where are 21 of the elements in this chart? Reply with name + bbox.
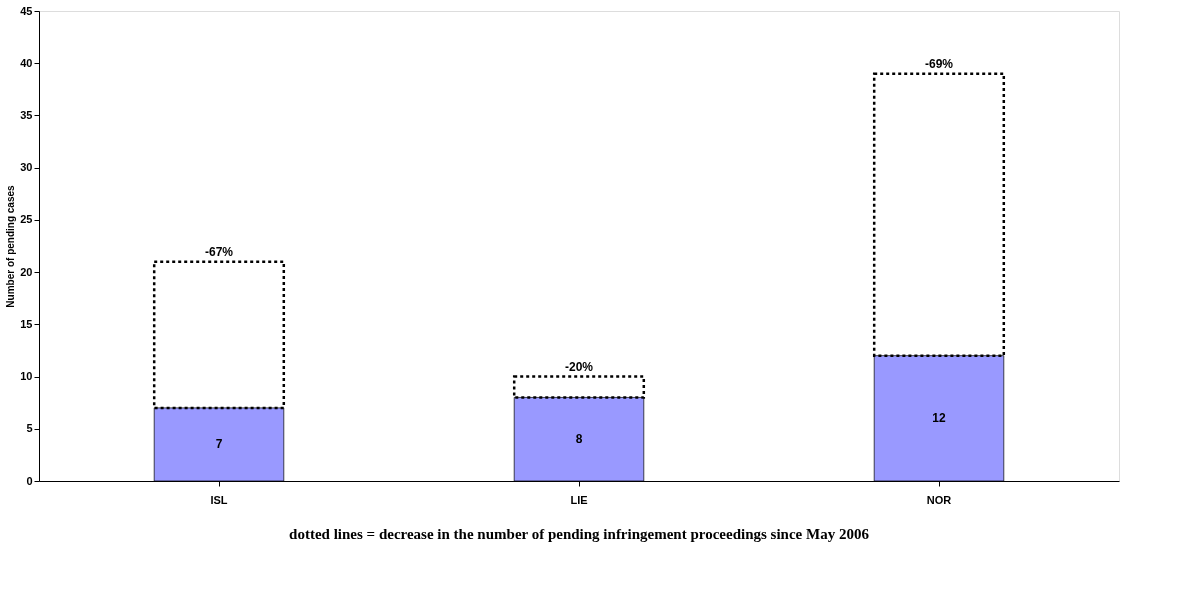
text: dotted lines = decrease in the number of pending infringement proceedings since May 2006 <box>289 526 870 542</box>
y-tick-label: 20 <box>20 265 33 278</box>
annotation: -20% <box>564 359 594 374</box>
y-tick-label: 10 <box>20 370 33 383</box>
x-tick-label: NOR <box>926 493 952 506</box>
annotation: -69% <box>924 56 954 71</box>
x-tick-label: ISL <box>210 493 228 506</box>
y-tick-label: 45 <box>20 4 33 17</box>
annotation: -67% <box>204 244 234 259</box>
y-tick-label: 25 <box>20 213 33 226</box>
y-tick-label: 40 <box>20 56 33 69</box>
data-label: 12 <box>932 411 946 426</box>
y-tick-label: 0 <box>26 474 33 487</box>
y-tick-label: 35 <box>20 108 33 121</box>
x-tick-label: LIE <box>570 493 588 506</box>
y-tick-label: 15 <box>20 317 33 330</box>
y-axis-title: Number of pending cases <box>5 184 17 308</box>
y-tick-label: 5 <box>26 422 33 435</box>
data-label: 8 <box>575 432 583 447</box>
y-tick-label: 30 <box>20 161 33 174</box>
data-label: 7 <box>215 437 223 452</box>
